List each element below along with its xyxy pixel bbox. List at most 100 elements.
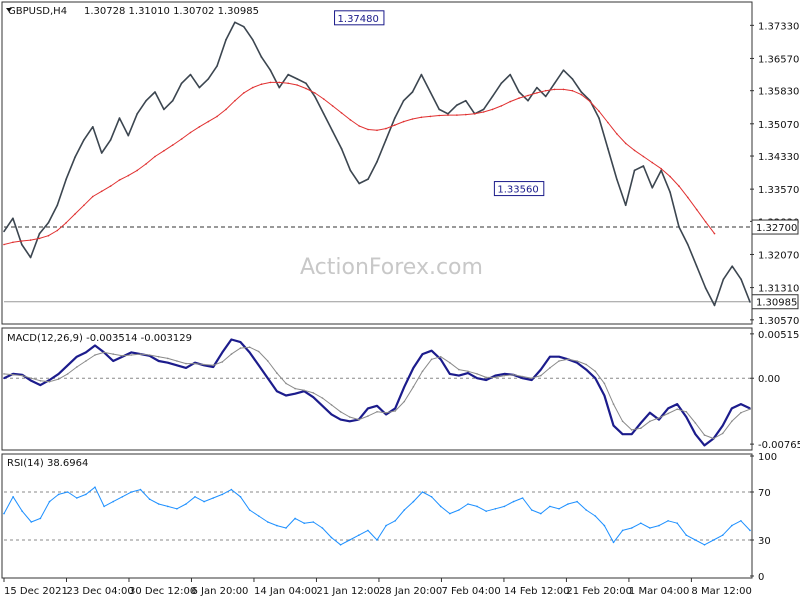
price-series-0-point: [376, 160, 378, 163]
price-series-1-point: [234, 99, 236, 102]
price-series-0-point: [571, 78, 574, 80]
rsi-series-0-point: [512, 500, 515, 503]
price-series-0-point: [269, 69, 272, 71]
rsi-series-0-point: [257, 515, 260, 517]
price-series-1-point: [171, 144, 174, 146]
macd-series-0-point: [649, 411, 651, 414]
price-series-1-point: [145, 163, 147, 165]
price-series-1-point: [269, 81, 272, 84]
rsi-series-0-point: [576, 500, 578, 503]
price-series-0-point: [83, 139, 85, 141]
y-tick-label: 1.34330: [758, 152, 799, 163]
macd-series-0-point: [458, 374, 460, 377]
axis-layer: 1.37330 1.36570 1.35830 1.35070 1.34330 1.335…: [3, 21, 800, 597]
x-tick-label: 7 Feb 04:00: [441, 586, 500, 597]
price-series-0-point: [607, 147, 609, 150]
price-series-1-point: [394, 124, 396, 126]
chevron-down-icon[interactable]: [6, 8, 12, 12]
rsi-series-0-point: [503, 505, 506, 508]
macd-series-1-point: [12, 374, 14, 376]
price-series-1-point: [331, 105, 334, 107]
macd-series-1-point: [530, 377, 533, 380]
x-tick-label: 14 Jan 04:00: [254, 586, 317, 597]
x-tick-label: 30 Dec 12:00: [129, 586, 196, 597]
macd-series-0-point: [348, 420, 351, 423]
price-series-0-point: [322, 113, 325, 115]
price-series-0-point: [411, 91, 414, 93]
price-series-1-point: [429, 115, 432, 118]
x-tick-label: 23 Dec 04:00: [66, 586, 133, 597]
macd-series-0-point: [439, 358, 442, 361]
price-series-0-point: [251, 38, 254, 41]
rsi-series-0-point: [694, 539, 697, 541]
price-series-1-point: [163, 150, 165, 152]
rsi-series-0-point: [376, 539, 378, 541]
y-tick-label: 70: [758, 488, 771, 499]
rsi-series-0-point: [57, 493, 60, 496]
price-series-1-point: [553, 88, 556, 91]
rsi-series-0-point: [385, 524, 387, 527]
rsi-series-0-point: [239, 496, 242, 498]
macd-series-1-point: [276, 372, 278, 374]
price-series-0-point: [544, 95, 547, 98]
price-series-0-point: [74, 156, 76, 159]
macd-series-0-point: [721, 424, 724, 427]
price-series-1-point: [651, 161, 654, 164]
price-series-0-point: [287, 73, 290, 76]
price-series-1-point: [607, 121, 609, 124]
price-series-1-point: [322, 98, 325, 100]
current-price-label: 1.30985: [756, 298, 797, 309]
x-tick-label: 21 Jan 12:00: [316, 586, 379, 597]
price-series-0-point: [562, 69, 565, 71]
macd-series-0-point: [321, 405, 324, 407]
price-series-0-point: [687, 243, 689, 246]
y-tick-label: 0.005152: [758, 330, 800, 341]
y-tick-label: 100: [758, 452, 777, 463]
price-series-0-point: [429, 91, 432, 93]
macd-series-1-point: [612, 403, 615, 405]
macd-series-1-point: [48, 380, 51, 383]
price-series-0-point: [509, 73, 512, 76]
price-series-0-point: [536, 86, 538, 89]
macd-series-0-point: [667, 407, 669, 410]
price-series-0-point: [163, 108, 165, 111]
macd-series-1-point: [731, 420, 733, 423]
ohlc-label: 1.30728 1.31010 1.30702 1.30985: [84, 6, 259, 17]
rsi-series-0-point: [394, 520, 397, 522]
macd-series-0-point: [3, 377, 5, 380]
macd-series-1-point: [294, 387, 296, 390]
price-series-0-point: [438, 108, 441, 111]
y-tick-label: 1.32070: [758, 250, 799, 261]
rsi-panel-frame: [1, 453, 753, 579]
price-series-0-point: [12, 217, 14, 220]
price-series-1-point: [402, 120, 405, 123]
price-series-1-point: [92, 195, 94, 198]
price-series-0-point: [695, 265, 698, 268]
price-series-0-point: [749, 301, 751, 303]
x-tick-label: 8 Mar 12:00: [691, 586, 751, 597]
macd-series-0-point: [467, 372, 469, 374]
price-series-0-point: [127, 134, 130, 137]
macd-series-0-point: [731, 407, 733, 410]
macd-series-1-point: [549, 367, 551, 369]
macd-series-1-point: [257, 350, 260, 353]
macd-series-0-point: [267, 377, 269, 380]
macd-series-1-point: [66, 373, 69, 375]
price-series-0-point: [367, 178, 369, 180]
macd-series-1-point: [685, 411, 688, 413]
price-series-1-point: [100, 190, 103, 193]
price-series-0-point: [394, 117, 396, 119]
price-series-1-point: [491, 108, 494, 111]
price-series-1-point: [38, 237, 41, 240]
rsi-series-0-point: [66, 491, 69, 493]
macd-series-1-point: [740, 411, 742, 414]
price-series-0-point: [678, 226, 680, 228]
price-series-0-point: [482, 108, 485, 111]
watermark: ActionForex.com: [300, 255, 483, 280]
macd-series-0-point: [640, 422, 642, 424]
price-series-0-point: [243, 25, 245, 28]
price-series-0-point: [136, 113, 138, 115]
price-series-0-point: [624, 204, 627, 207]
macd-series-0-point: [603, 394, 606, 397]
